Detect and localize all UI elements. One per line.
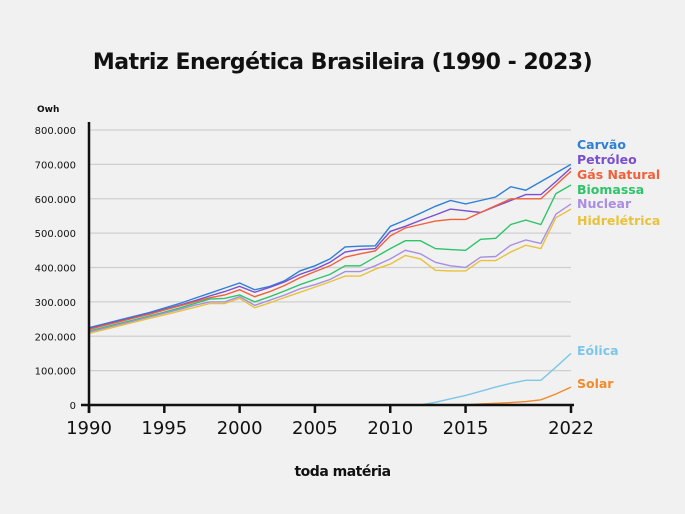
chart-title: Matriz Energética Brasileira (1990 - 202… — [92, 50, 593, 75]
x-tick-label: 2005 — [292, 418, 338, 439]
y-tick-label: 0 — [70, 401, 76, 412]
brand-logo: toda matéria — [294, 464, 391, 480]
y-tick-label: 800.000 — [35, 126, 76, 137]
x-tick-label: 1990 — [66, 418, 112, 439]
y-tick-label: 200.000 — [35, 332, 76, 343]
series-line-5 — [88, 208, 572, 335]
series-label: Petróleo — [577, 152, 637, 167]
series-line-7 — [465, 386, 572, 406]
y-tick-label: 400.000 — [35, 264, 76, 275]
x-tick-label: 2000 — [217, 418, 263, 439]
x-tick-label: 2010 — [367, 418, 413, 439]
series-line-4 — [88, 203, 572, 333]
x-tick-label: 2015 — [443, 418, 489, 439]
series-label: Biomassa — [577, 182, 644, 197]
y-tick-label: 500.000 — [35, 229, 76, 240]
series-label: Eólica — [577, 343, 619, 358]
y-axis-label: Owh — [37, 105, 59, 115]
y-tick-label: 300.000 — [35, 298, 76, 309]
series-label: Carvão — [577, 137, 626, 152]
series-line-3 — [88, 184, 572, 332]
series-label: Solar — [577, 376, 614, 391]
series-label: Gás Natural — [577, 167, 660, 182]
series-line-6 — [420, 352, 572, 406]
y-tick-label: 100.000 — [35, 367, 76, 378]
series-label: Nuclear — [577, 196, 632, 211]
y-tick-label: 700.000 — [35, 160, 76, 171]
series-label: Hidrelétrica — [577, 213, 660, 228]
x-tick-label: 1995 — [141, 418, 187, 439]
series-line-1 — [88, 167, 572, 330]
series-line-2 — [88, 170, 572, 331]
y-tick-label: 600.000 — [35, 195, 76, 206]
series-line-0 — [88, 163, 572, 329]
x-tick-label: 2022 — [548, 418, 594, 439]
